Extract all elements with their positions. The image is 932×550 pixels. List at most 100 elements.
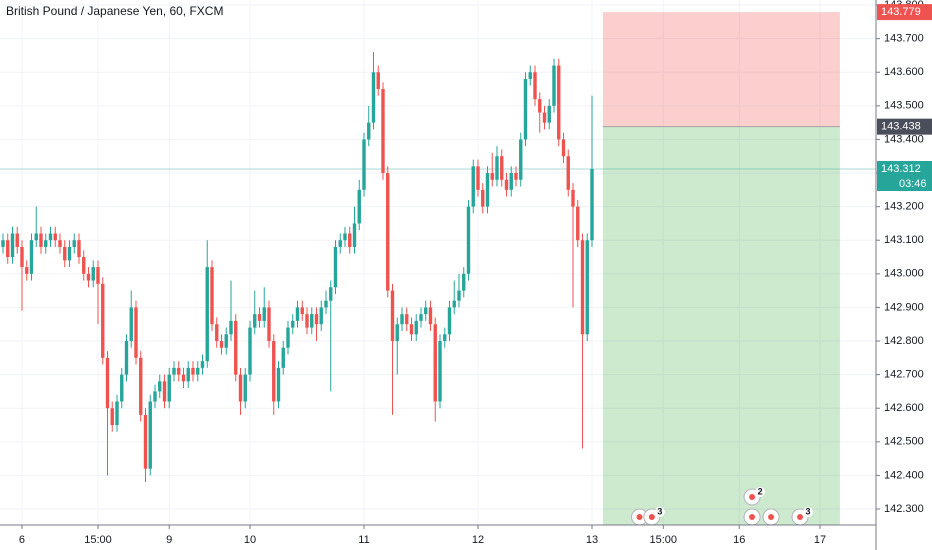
countdown: 03:46 xyxy=(899,178,927,190)
candle-body xyxy=(319,307,323,325)
candle-body xyxy=(257,314,262,321)
candle-body xyxy=(414,320,418,335)
y-tick-label: 142.500 xyxy=(884,436,924,448)
x-tick-label: 11 xyxy=(358,534,369,546)
candle-body xyxy=(148,401,152,469)
candle-body xyxy=(253,314,257,328)
current-price-tag: 143.312 xyxy=(881,163,921,175)
candle-body xyxy=(419,314,423,321)
candle-body xyxy=(557,65,561,140)
candle-body xyxy=(571,189,575,207)
candle-body xyxy=(324,300,328,308)
candle-body xyxy=(476,166,480,190)
candle-body xyxy=(63,246,67,261)
candle-body xyxy=(110,408,114,426)
candle-body xyxy=(519,139,523,180)
candle-body xyxy=(371,72,376,123)
candle-body xyxy=(215,324,219,342)
candle-body xyxy=(547,105,551,123)
event-count: 3 xyxy=(657,506,662,516)
candle-body xyxy=(205,267,209,362)
y-tick-label: 142.400 xyxy=(884,469,924,481)
candle-body xyxy=(428,307,433,325)
candle-body xyxy=(357,189,361,224)
candle-body xyxy=(129,307,133,342)
candle-body xyxy=(528,72,532,79)
candle-body xyxy=(580,240,585,335)
y-tick-label: 143.100 xyxy=(884,234,924,246)
candle-body xyxy=(376,72,380,90)
y-tick-label: 143.400 xyxy=(884,133,924,145)
candle-body xyxy=(424,307,428,315)
target-zone xyxy=(602,126,840,526)
candle-body xyxy=(514,173,518,180)
candle-body xyxy=(272,341,276,402)
candle-body xyxy=(86,273,91,281)
y-tick-label: 143.200 xyxy=(884,201,924,213)
event-dot xyxy=(648,514,655,520)
y-tick-label: 142.700 xyxy=(884,369,924,381)
candle-body xyxy=(77,240,81,258)
candle-body xyxy=(386,173,390,291)
candle-body xyxy=(72,240,76,247)
event-dot xyxy=(797,514,804,520)
candle-body xyxy=(352,223,357,247)
candle-body xyxy=(34,233,38,241)
candle-body xyxy=(120,374,124,402)
candle-body xyxy=(29,240,34,274)
candle-body xyxy=(243,374,247,402)
event-count: 3 xyxy=(806,506,811,516)
position-tool xyxy=(0,12,876,526)
candle-body xyxy=(566,156,570,190)
y-tick-label: 143.500 xyxy=(884,100,924,112)
candle-body xyxy=(500,156,504,180)
candle-body xyxy=(91,267,95,281)
candle-body xyxy=(281,347,285,368)
x-tick-label: 13 xyxy=(586,534,598,546)
y-tick-label: 142.600 xyxy=(884,402,924,414)
stop-price-tag: 143.779 xyxy=(881,6,921,18)
candle-body xyxy=(447,307,452,335)
candle-body xyxy=(234,320,238,375)
x-tick-label: 16 xyxy=(733,534,745,546)
stop-zone xyxy=(602,12,840,127)
candle-body xyxy=(10,233,15,258)
candle-body xyxy=(124,341,129,375)
candle-body xyxy=(200,361,205,368)
candle-body xyxy=(286,327,290,348)
candle-body xyxy=(443,334,447,342)
candle-body xyxy=(457,290,461,301)
candle-body xyxy=(1,240,5,247)
candle-body xyxy=(305,314,309,328)
candle-body xyxy=(15,233,19,247)
candle-body xyxy=(229,320,233,335)
candle-body xyxy=(219,341,224,348)
candle-body xyxy=(191,367,195,375)
candle-body xyxy=(542,112,547,123)
candle-body xyxy=(248,327,252,375)
candle-body xyxy=(481,189,485,207)
candle-body xyxy=(561,139,566,157)
candle-body xyxy=(143,414,148,469)
candle-body xyxy=(462,273,466,291)
candle-body xyxy=(158,381,162,392)
candle-body xyxy=(409,324,414,335)
entry-price-tag: 143.438 xyxy=(881,121,921,133)
y-tick-label: 142.800 xyxy=(884,335,924,347)
candle-body xyxy=(471,166,475,207)
event-badge xyxy=(654,507,665,517)
candle-body xyxy=(552,65,556,106)
candle-body xyxy=(329,287,333,301)
candle-body xyxy=(433,324,437,402)
x-tick-label: 9 xyxy=(166,534,172,546)
candle-body xyxy=(53,233,57,241)
event-count: 2 xyxy=(758,486,763,496)
candle-body xyxy=(210,267,214,325)
candle-body xyxy=(338,240,342,247)
y-tick-label: 143.000 xyxy=(884,268,924,280)
candle-body xyxy=(381,89,385,174)
candle-body xyxy=(162,381,167,402)
stop-price-tag-bg xyxy=(877,4,932,21)
